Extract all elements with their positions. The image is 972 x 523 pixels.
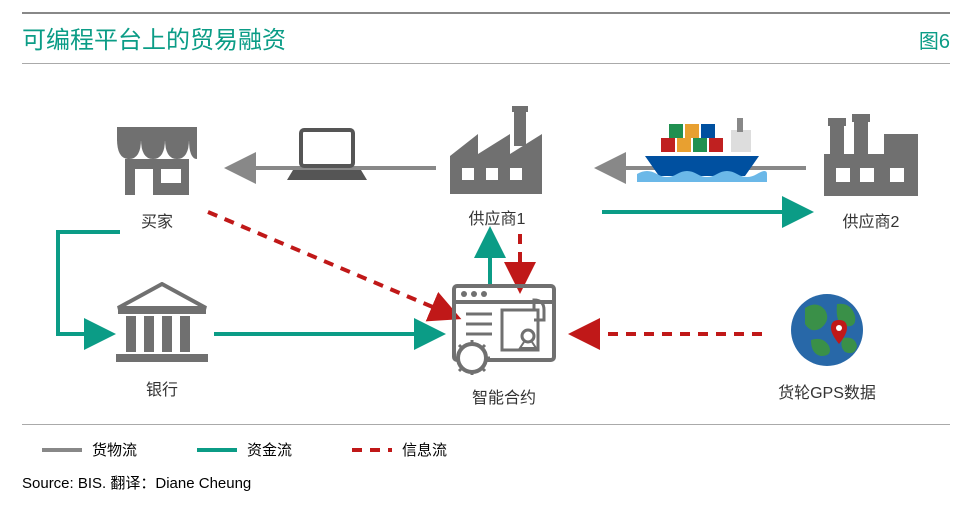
legend: 货物流 资金流 信息流 (22, 424, 950, 470)
source-line: Source: BIS. 翻译：Diane Cheung (22, 472, 950, 493)
figure-container: 可编程平台上的贸易融资 图6 (0, 0, 972, 523)
supplier2-label: 供应商2 (806, 208, 936, 232)
storefront-icon (107, 119, 207, 199)
figure-title: 可编程平台上的贸易融资 (22, 20, 286, 55)
bank-icon (112, 282, 212, 367)
legend-goods-swatch (42, 448, 82, 452)
legend-goods-label: 货物流 (92, 439, 137, 460)
bank-node: 银行 (102, 282, 222, 400)
bank-label: 银行 (102, 376, 222, 400)
legend-info-label: 信息流 (402, 439, 447, 460)
laptop-icon (287, 126, 367, 186)
supplier1-label: 供应商1 (432, 205, 562, 229)
diagram-area: 买家 供应商1 (22, 64, 950, 424)
plant-icon (816, 114, 926, 199)
globe-icon (787, 290, 867, 370)
contract-node: 智能合约 (434, 280, 574, 408)
smart-contract-icon (444, 280, 564, 375)
legend-info: 信息流 (352, 439, 447, 460)
supplier1-node: 供应商1 (432, 106, 562, 229)
factory-icon (442, 106, 552, 196)
laptop-node (282, 126, 372, 191)
contract-label: 智能合约 (434, 384, 574, 408)
supplier2-node: 供应商2 (806, 114, 936, 232)
legend-money-swatch (197, 448, 237, 452)
header: 可编程平台上的贸易融资 图6 (22, 12, 950, 64)
figure-number: 图6 (919, 25, 950, 54)
gps-node: 货轮GPS数据 (752, 290, 902, 403)
legend-money-label: 资金流 (247, 439, 292, 460)
gps-label: 货轮GPS数据 (752, 379, 902, 403)
legend-info-swatch (352, 448, 392, 452)
buyer-label: 买家 (97, 208, 217, 232)
ship-icon (637, 112, 767, 182)
legend-money: 资金流 (197, 439, 292, 460)
legend-goods: 货物流 (42, 439, 137, 460)
buyer-node: 买家 (97, 119, 217, 232)
ship-node (632, 112, 772, 187)
